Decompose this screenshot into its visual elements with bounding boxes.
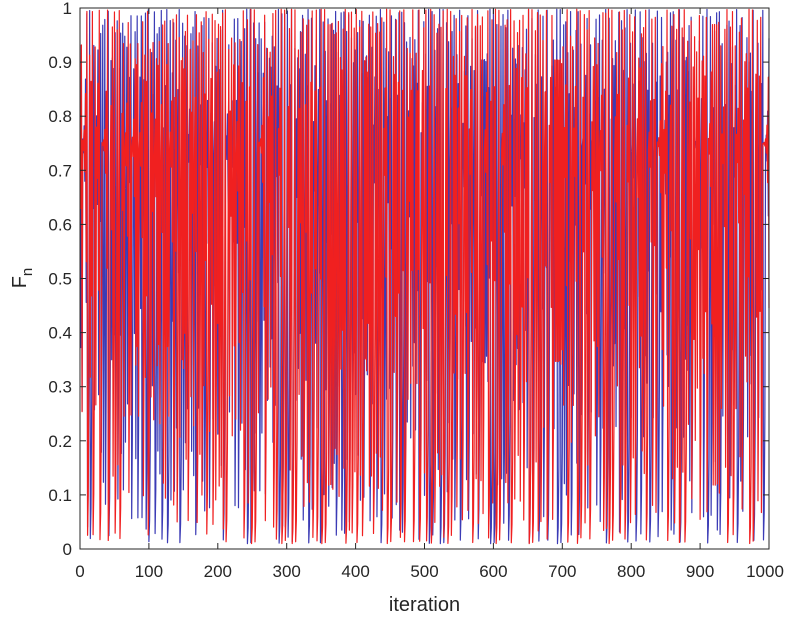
y-tick-label: 0.6 [48,215,72,234]
x-tick-label: 100 [135,562,163,581]
y-tick-label: 1 [63,0,72,18]
y-tick-label: 0.2 [48,432,72,451]
x-tick-label: 900 [686,562,714,581]
x-tick-label: 0 [75,562,84,581]
y-axis-title: Fn [9,268,36,289]
y-tick-label: 0.8 [48,107,72,126]
x-tick-label: 300 [273,562,301,581]
x-tick-label: 500 [410,562,438,581]
x-tick-label: 800 [617,562,645,581]
y-tick-label: 0.3 [48,378,72,397]
y-tick-label: 0 [63,540,72,559]
y-tick-label: 0.1 [48,486,72,505]
x-axis-title: iteration [389,594,460,616]
x-tick-label: 700 [548,562,576,581]
y-axis: 0 0.1 0.2 0.3 0.4 0.5 0.6 0.7 0.8 0.9 1 [48,0,769,559]
x-tick-label: 600 [479,562,507,581]
y-tick-label: 0.7 [48,161,72,180]
y-axis-title-subscript: n [19,268,36,276]
y-tick-label: 0.9 [48,53,72,72]
svg-text:Fn: Fn [9,268,36,289]
series-2-line [80,8,770,545]
y-tick-label: 0.4 [48,324,72,343]
x-tick-label: 1000 [746,562,784,581]
x-tick-label: 200 [204,562,232,581]
y-tick-label: 0.5 [48,270,72,289]
x-tick-label: 400 [341,562,369,581]
series-layer [80,8,770,545]
y-axis-title-main: F [9,276,31,288]
x-axis: 0 100 200 300 400 500 600 700 800 900 1000 [75,8,784,581]
